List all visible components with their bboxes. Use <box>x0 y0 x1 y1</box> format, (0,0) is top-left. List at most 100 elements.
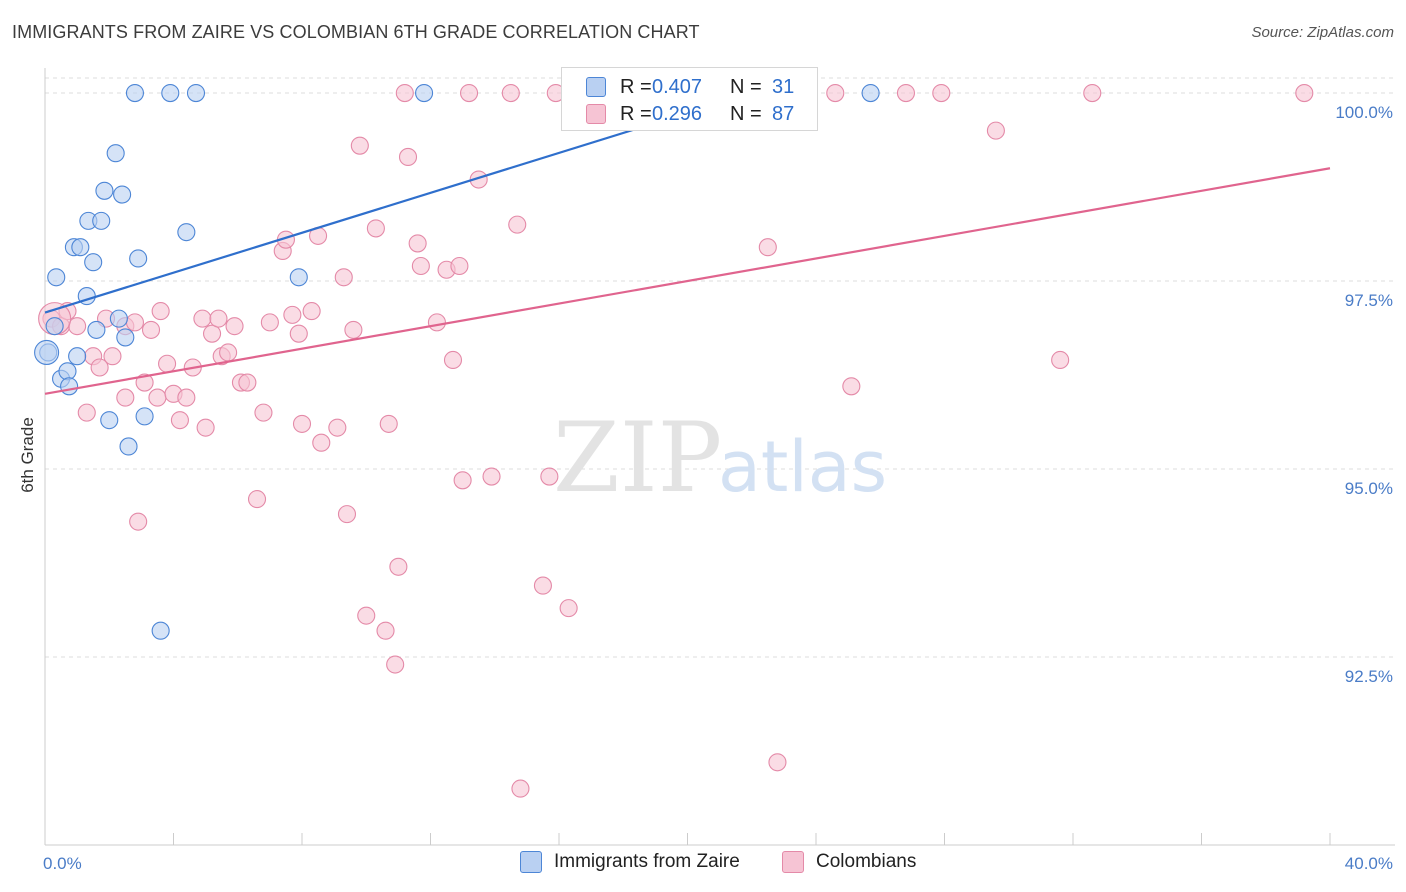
data-point <box>398 147 418 167</box>
data-point <box>289 324 308 343</box>
legend-swatch-blue <box>586 77 606 97</box>
data-point <box>260 313 279 332</box>
n-label: N = <box>730 102 762 125</box>
data-point <box>559 599 578 618</box>
data-point <box>350 136 369 155</box>
data-point <box>193 309 212 328</box>
data-point <box>389 557 408 576</box>
tick-labels: 92.5% 95.0% 97.5% 100.0% 0.0% 40.0% <box>43 103 1393 873</box>
r-value: 0.407 <box>652 75 703 98</box>
data-point <box>896 83 916 103</box>
grid-layer <box>45 77 1395 658</box>
watermark-atlas: atlas <box>718 426 887 508</box>
data-point <box>334 268 353 287</box>
n-value: 31 <box>772 75 795 98</box>
data-point <box>151 621 170 640</box>
data-point <box>113 185 132 204</box>
data-point <box>453 471 472 490</box>
data-point <box>125 83 144 103</box>
y-tick-label: 100.0% <box>1335 103 1393 122</box>
data-point <box>77 403 96 422</box>
data-point <box>1295 83 1314 103</box>
legend-row-zaire: R = 0.407 N = 31 <box>562 74 794 100</box>
y-tick-label: 97.5% <box>1345 291 1393 310</box>
legend-row-colombians: R = 0.296 N = 87 <box>562 101 794 127</box>
data-point <box>186 83 206 103</box>
data-point <box>129 512 148 531</box>
data-point <box>95 181 114 200</box>
correlation-legend: R = 0.407 N = 31 R = 0.296 N = 87 <box>561 67 818 131</box>
legend-swatch-blue <box>520 851 542 873</box>
data-point <box>1051 350 1070 370</box>
data-point <box>47 268 66 287</box>
data-point <box>357 606 376 625</box>
data-point <box>100 411 119 430</box>
data-point <box>337 505 357 524</box>
points-immigrants-from-zaire <box>34 83 880 640</box>
data-point <box>58 362 77 381</box>
data-point <box>161 83 180 103</box>
data-point <box>842 377 861 396</box>
data-point <box>932 83 951 103</box>
data-point <box>386 655 405 674</box>
data-point <box>106 144 125 163</box>
data-point <box>45 317 64 336</box>
r-value: 0.296 <box>652 102 703 125</box>
data-point <box>71 238 90 257</box>
watermark: ZIP atlas <box>553 402 887 514</box>
data-point <box>482 467 501 486</box>
data-point <box>135 373 154 392</box>
data-point <box>68 347 87 366</box>
n-label: N = <box>730 75 762 98</box>
data-point <box>366 219 385 238</box>
data-point <box>125 313 144 332</box>
data-point <box>408 234 427 253</box>
data-point <box>254 403 273 422</box>
data-point <box>148 388 167 407</box>
data-point <box>768 753 787 772</box>
data-point <box>344 320 363 339</box>
data-point <box>68 317 87 336</box>
data-point <box>109 309 128 328</box>
data-point <box>302 302 321 321</box>
data-point <box>177 223 196 242</box>
data-point <box>289 268 308 287</box>
data-point <box>540 467 559 486</box>
data-point <box>129 249 148 268</box>
data-point <box>861 83 880 103</box>
data-point <box>376 621 395 640</box>
data-point <box>238 373 257 392</box>
data-point <box>196 418 215 437</box>
data-point-cluster <box>34 339 60 366</box>
data-point <box>225 317 244 336</box>
y-tick-label: 92.5% <box>1345 667 1393 686</box>
data-point <box>141 320 161 339</box>
data-point <box>427 313 446 332</box>
data-point <box>90 358 109 377</box>
data-point <box>415 83 434 103</box>
r-label: R = <box>620 75 652 98</box>
data-point <box>986 121 1005 140</box>
data-point <box>328 418 347 437</box>
data-point <box>411 256 430 276</box>
trendline <box>44 167 1331 395</box>
trendlines <box>44 91 1331 395</box>
data-point <box>92 211 111 230</box>
data-point <box>177 388 196 407</box>
data-point <box>395 83 414 103</box>
data-point <box>459 83 479 103</box>
data-point <box>826 83 845 103</box>
legend-label-colombians: Colombians <box>816 851 917 872</box>
data-point <box>292 414 312 433</box>
watermark-zip: ZIP <box>553 402 722 514</box>
data-point <box>87 320 106 339</box>
data-point <box>219 343 238 362</box>
data-point <box>60 377 79 396</box>
data-point <box>84 253 103 272</box>
data-point <box>247 490 267 509</box>
data-point <box>450 256 469 276</box>
data-point <box>283 305 302 324</box>
r-label: R = <box>620 102 652 125</box>
data-point <box>379 414 398 433</box>
